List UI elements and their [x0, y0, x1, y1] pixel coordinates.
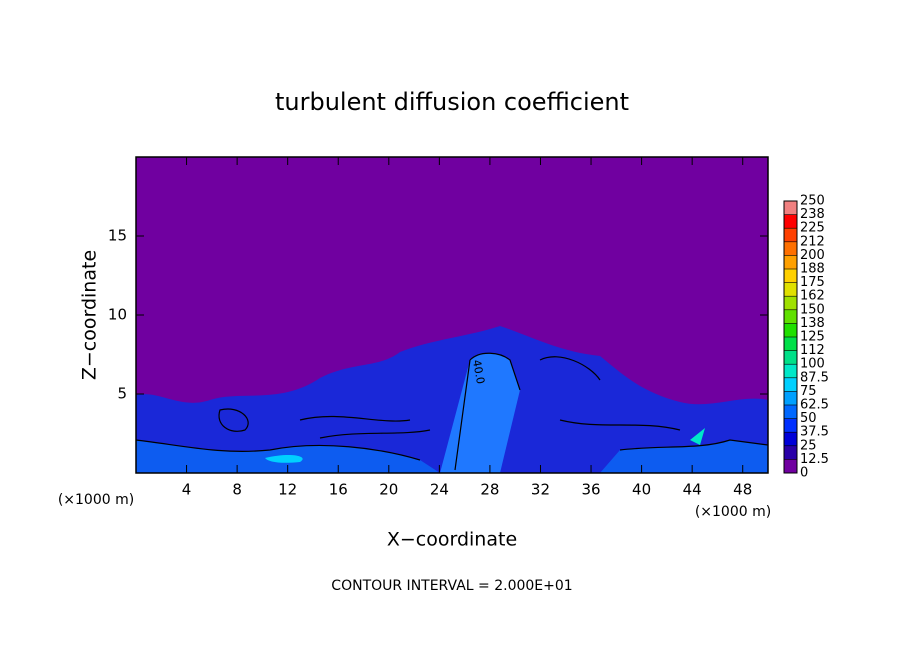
colorbar-label: 150	[800, 302, 825, 317]
colorbar-segment	[784, 255, 797, 269]
colorbar-label: 125	[800, 330, 825, 345]
y-axis-label: Z−coordinate	[79, 250, 101, 380]
z-unit-label: (×1000 m)	[58, 492, 134, 508]
x-tick-label: 28	[480, 481, 499, 499]
colorbar-segment	[784, 201, 797, 215]
colorbar-label: 75	[800, 384, 817, 399]
colorbar-segment	[784, 228, 797, 242]
field: 40.0	[135, 157, 769, 473]
colorbar-label: 0	[800, 466, 808, 481]
colorbar-label: 12.5	[800, 452, 829, 467]
x-unit-label: (×1000 m)	[695, 504, 771, 520]
colorbar-label: 100	[800, 357, 825, 372]
field-region	[136, 326, 768, 473]
x-tick-label: 12	[278, 481, 297, 499]
x-axis-label: X−coordinate	[387, 529, 517, 551]
colorbar-label: 87.5	[800, 370, 829, 385]
colorbar-label: 162	[800, 289, 825, 304]
contour-line	[299, 415, 431, 439]
colorbar-segment	[784, 391, 797, 405]
colorbar-segment	[784, 269, 797, 283]
field-region	[690, 428, 705, 445]
colorbar-label: 212	[800, 234, 825, 249]
contour-label: 40.0	[470, 359, 487, 385]
x-tick-label: 48	[733, 481, 752, 499]
colorbar-segment	[784, 309, 797, 324]
colorbar-label: 238	[800, 207, 825, 222]
contour-line	[135, 439, 421, 461]
y-tick-label: 15	[108, 227, 127, 245]
colorbar-segment	[784, 350, 797, 365]
field-region	[440, 353, 520, 473]
y-tick-label: 10	[108, 306, 127, 324]
colorbar-segment	[784, 459, 797, 473]
colorbar-label: 175	[800, 275, 825, 290]
contour-line	[539, 356, 681, 431]
colorbar-segment	[784, 377, 797, 392]
colorbar-segment	[784, 323, 797, 337]
chart-title: turbulent diffusion coefficient	[275, 88, 629, 116]
colorbar-label: 138	[800, 316, 825, 331]
colorbar-segment	[784, 296, 797, 310]
contour-line	[454, 352, 521, 471]
contour-line	[218, 408, 249, 432]
colorbar-segment	[784, 364, 797, 378]
x-tick-label: 4	[182, 481, 192, 499]
colorbar-segment	[784, 214, 797, 229]
contour-line	[619, 439, 769, 451]
colorbar-label: 112	[800, 343, 825, 358]
colorbar-segment	[784, 432, 797, 446]
colorbar-segment	[784, 405, 797, 419]
y-tick-label: 5	[117, 385, 127, 403]
x-tick-label: 32	[531, 481, 550, 499]
x-tick-label: 44	[683, 481, 702, 499]
x-tick-label: 24	[430, 481, 449, 499]
field-region	[265, 455, 303, 463]
colorbar-label: 225	[800, 221, 825, 236]
colorbar-label: 50	[800, 411, 817, 426]
colorbar-label: 25	[800, 438, 817, 453]
colorbar-segment	[784, 337, 797, 351]
colorbar-segment	[784, 282, 797, 297]
colorbar-label: 250	[800, 194, 825, 209]
x-tick-label: 20	[379, 481, 398, 499]
x-tick-label: 8	[232, 481, 242, 499]
colorbar-segment	[784, 241, 797, 256]
x-tick-label: 36	[581, 481, 600, 499]
colorbar-label: 37.5	[800, 425, 829, 440]
footnote: CONTOUR INTERVAL = 2.000E+01	[331, 578, 572, 594]
x-tick-label: 40	[632, 481, 651, 499]
colorbar-segment	[784, 418, 797, 433]
colorbar-segment	[784, 445, 797, 460]
colorbar-label: 200	[800, 248, 825, 263]
colorbar-label: 188	[800, 262, 825, 277]
x-tick-label: 16	[329, 481, 348, 499]
colorbar-label: 62.5	[800, 398, 829, 413]
